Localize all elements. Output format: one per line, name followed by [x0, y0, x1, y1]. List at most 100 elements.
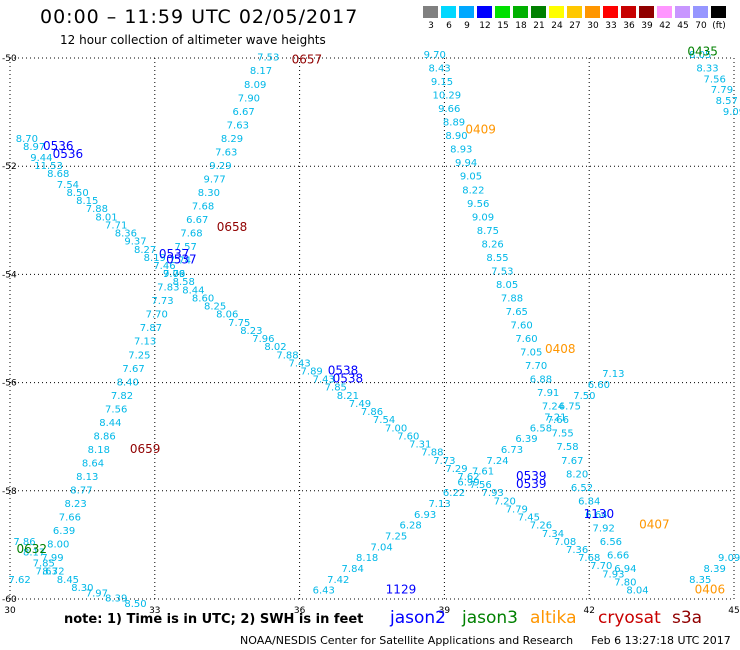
swh-value-label: 7.05	[520, 348, 542, 359]
swh-value-label: 6.22	[443, 488, 465, 499]
swh-value-label: 6.93	[414, 510, 436, 521]
swh-value-label: 8.29	[221, 134, 243, 145]
swh-value-label: 10.29	[432, 91, 461, 102]
swh-value-label: 8.39	[704, 564, 726, 575]
swh-value-label: 7.60	[515, 334, 537, 345]
y-tick-label: -50	[2, 54, 17, 64]
swh-value-label: 6.60	[588, 380, 610, 391]
swh-value-label: 7.60	[397, 431, 419, 442]
swh-value-label: 8.23	[65, 499, 87, 510]
color-scale-label: 70	[695, 21, 707, 31]
swh-value-label: 9.09	[472, 212, 494, 223]
swh-value-label: 6.99	[457, 477, 479, 488]
color-swatch	[423, 6, 438, 18]
satellite-legend-cryosat: cryosat	[598, 608, 661, 628]
y-tick-label: -54	[2, 270, 17, 280]
swh-value-label: 8.43	[428, 64, 450, 75]
swh-value-label: 8.01	[95, 212, 117, 223]
swh-value-label: 7.54	[57, 180, 79, 191]
swh-value-label: 6.58	[530, 423, 552, 434]
swh-value-label: 8.64	[82, 458, 104, 469]
satellite-legend-altika: altika	[530, 608, 577, 628]
swh-value-label: 7.63	[215, 147, 237, 158]
color-swatch	[495, 6, 510, 18]
swh-value-label: 7.67	[561, 456, 583, 467]
swh-value-label: 8.05	[689, 50, 711, 61]
swh-value-label: 9.09	[163, 269, 185, 280]
swh-value-label: 8.18	[356, 553, 378, 564]
swh-value-label: 8.68	[47, 169, 69, 180]
swh-value-label: 7.73	[151, 296, 173, 307]
swh-value-label: 8.45	[57, 575, 79, 586]
pass-time-label: 0536	[53, 147, 84, 161]
x-tick-label: 39	[439, 606, 451, 616]
swh-value-label: 7.13	[428, 499, 450, 510]
pass-time-label: 0537	[159, 247, 190, 261]
pass-time-label: 0435	[687, 44, 718, 58]
swh-value-label: 7.66	[547, 415, 569, 426]
color-swatch	[441, 6, 456, 18]
pass-time-label: 0408	[545, 342, 576, 356]
swh-value-label: 8.57	[716, 96, 738, 107]
color-swatch	[621, 6, 636, 18]
chart-title: 00:00 – 11:59 UTC 02/05/2017	[40, 6, 359, 28]
color-swatch	[657, 6, 672, 18]
color-swatch	[567, 6, 582, 18]
swh-value-label: 7.25	[128, 350, 150, 361]
swh-value-label: 8.04	[626, 586, 648, 597]
swh-value-label: 7.26	[530, 521, 552, 532]
pass-time-label: 0406	[695, 583, 726, 597]
swh-value-label: 8.30	[71, 583, 93, 594]
swh-value-label: 7.24	[486, 456, 508, 467]
swh-value-label: 7.90	[238, 93, 260, 104]
swh-value-label: 7.62	[9, 575, 31, 586]
swh-value-label: 7.85	[33, 559, 55, 570]
swh-value-label: 7.87	[140, 323, 162, 334]
swh-value-label: 7.08	[554, 537, 576, 548]
swh-value-label: 8.40	[117, 377, 139, 388]
swh-value-label: 7.42	[327, 575, 349, 586]
color-swatch	[585, 6, 600, 18]
swh-value-label: 7.53	[257, 53, 279, 64]
swh-value-label: 6.66	[607, 550, 629, 561]
pass-time-label: 0407	[639, 518, 670, 532]
swh-value-label: 7.34	[542, 529, 564, 540]
swh-value-label: 7.43	[313, 375, 335, 386]
color-scale-label: 18	[515, 21, 527, 31]
x-tick-label: 36	[294, 606, 306, 616]
swh-value-label: 8.15	[76, 196, 98, 207]
pass-time-label: 0537	[166, 253, 197, 267]
swh-value-label: 8.19	[144, 253, 166, 264]
swh-value-label: 6.88	[530, 375, 552, 386]
swh-value-label: 7.71	[105, 220, 127, 231]
swh-value-label: 7.88	[86, 204, 108, 215]
swh-value-label: 7.85	[325, 383, 347, 394]
color-scale-label: 21	[533, 21, 545, 31]
swh-value-label: 7.63	[36, 567, 58, 578]
swh-value-label: 7.79	[711, 85, 733, 96]
pass-time-label: 0409	[465, 123, 496, 137]
swh-value-label: 7.62	[457, 472, 479, 483]
swh-value-label: 9.77	[204, 174, 226, 185]
swh-value-label: 8.77	[70, 486, 92, 497]
pass-time-label: 0657	[292, 52, 323, 66]
swh-value-label: 8.44	[182, 285, 204, 296]
swh-value-label: 7.46	[153, 261, 175, 272]
swh-value-label: 7.36	[566, 545, 588, 556]
satellite-legend-jason2: jason2	[390, 608, 446, 628]
swh-value-label: 7.88	[421, 448, 443, 459]
color-scale-label: 24	[551, 21, 563, 31]
color-swatch	[711, 6, 726, 18]
swh-value-label: 7.57	[175, 242, 197, 253]
chart-subtitle: 12 hour collection of altimeter wave hei…	[60, 33, 326, 47]
swh-value-label: 8.17	[250, 66, 272, 77]
swh-value-label: 9.94	[455, 158, 477, 169]
swh-value-label: 9.56	[467, 199, 489, 210]
swh-value-label: 7.58	[556, 442, 578, 453]
swh-value-label: 11.53	[34, 161, 63, 172]
swh-value-label: 7.13	[602, 369, 624, 380]
swh-value-label: 9.37	[124, 237, 146, 248]
color-scale-label: 30	[587, 21, 599, 31]
swh-value-label: 7.43	[288, 358, 310, 369]
swh-value-label: 7.92	[593, 523, 615, 534]
